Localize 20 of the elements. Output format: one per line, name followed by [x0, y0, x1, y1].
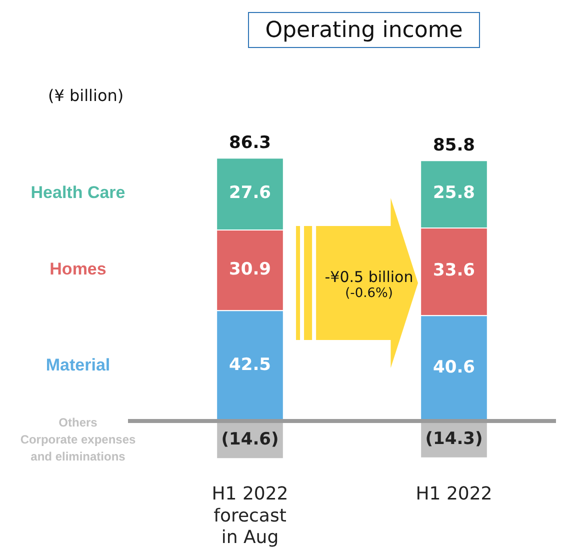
annotation: (-0.6%): [344, 286, 394, 301]
x-tick-label: H1 2022 forecast in Aug: [212, 484, 288, 548]
data-label: 42.5: [229, 355, 271, 376]
text: Material: [46, 355, 110, 374]
text: Homes: [50, 260, 106, 279]
data-label: 33.6: [433, 260, 475, 281]
total-label: 86.3: [229, 132, 271, 153]
data-label: (14.6): [221, 429, 279, 450]
data-label: 25.8: [433, 183, 475, 204]
data-label: 30.9: [229, 259, 271, 280]
total-label: 85.8: [433, 136, 475, 156]
annotation: -¥0.5 billion: [324, 268, 414, 286]
text: (¥ billion): [48, 86, 124, 105]
text: Health Care: [30, 183, 126, 202]
data-label: 40.6: [433, 357, 475, 378]
chart-title: Operating income: [248, 12, 480, 48]
text: Others Corporate expenses and eliminations: [20, 415, 136, 464]
x-tick-label: H1 2022: [416, 484, 492, 505]
data-label: 27.6: [229, 182, 271, 203]
data-label: (14.3): [425, 429, 483, 450]
